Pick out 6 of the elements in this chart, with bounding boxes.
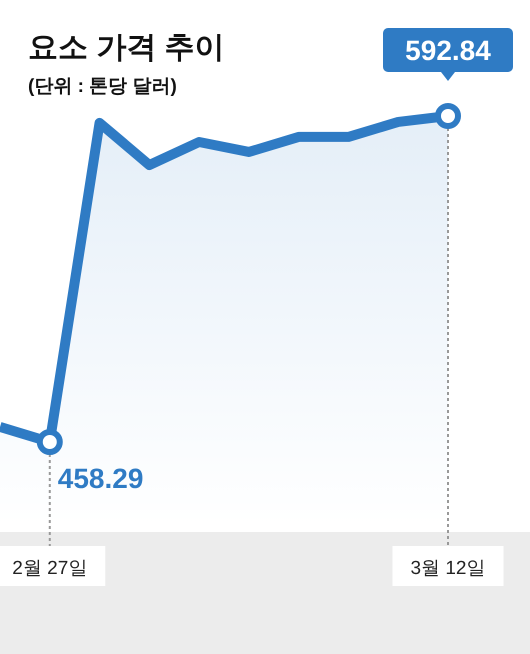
data-label: 592.84 [405, 35, 492, 66]
x-tick-label: 3월 12일 [410, 558, 486, 579]
data-label: 458.29 [58, 463, 144, 494]
chart-title: 요소 가격 추이 [28, 31, 225, 64]
x-tick-label: 2월 27일 [12, 558, 88, 579]
chart-subtitle: (단위 : 톤당 달러) [28, 76, 177, 97]
